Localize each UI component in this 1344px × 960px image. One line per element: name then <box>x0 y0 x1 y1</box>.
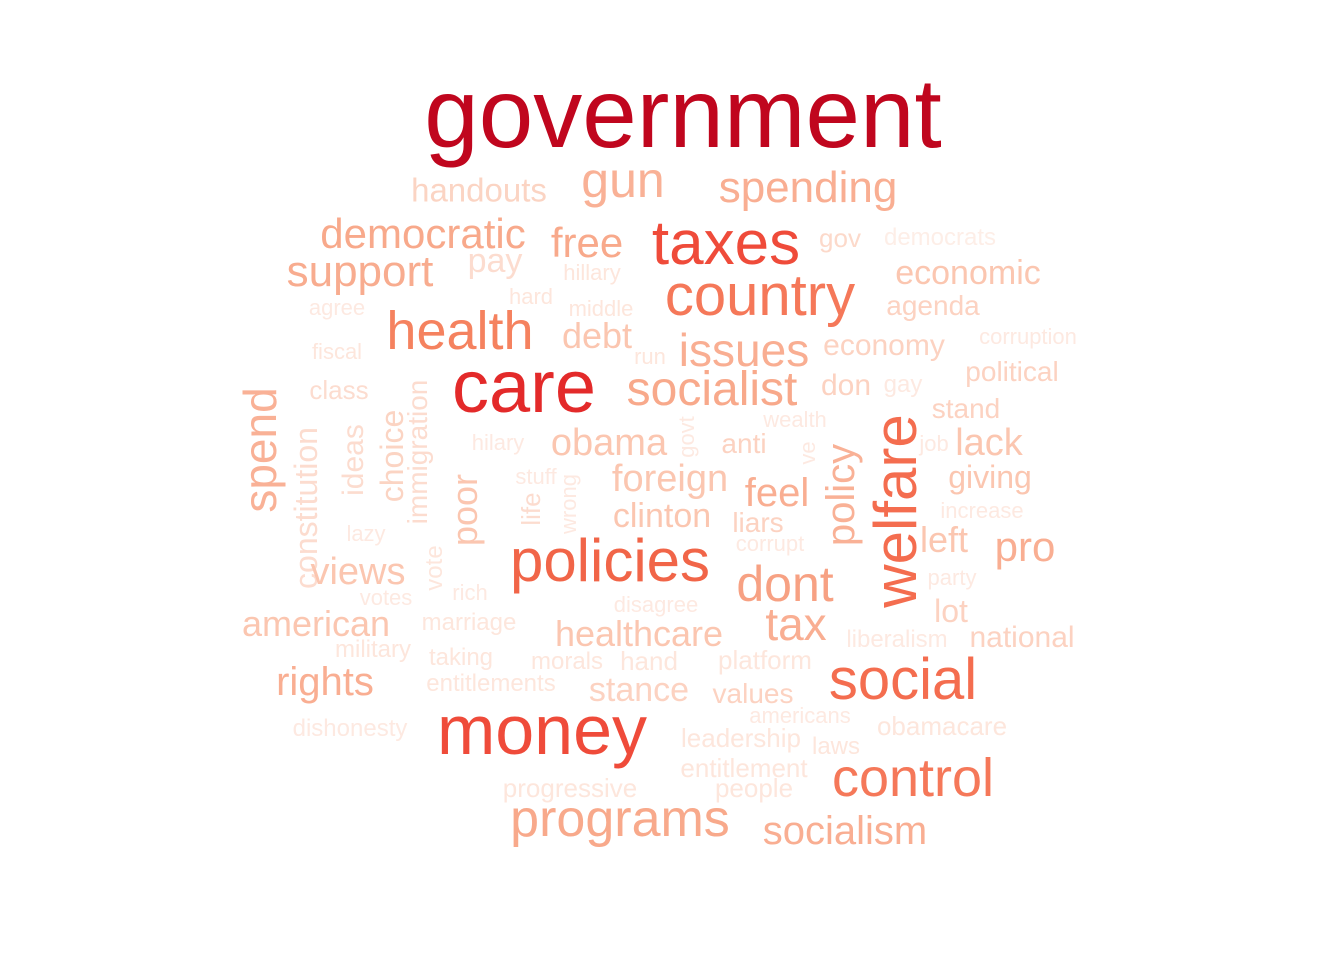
word-left: left <box>919 519 969 560</box>
word-vote: vote <box>421 545 448 591</box>
word-morals: morals <box>530 648 604 675</box>
word-national: national <box>969 621 1075 654</box>
word-corrupt: corrupt <box>735 531 805 556</box>
word-hillary: hillary <box>563 260 621 285</box>
word-healthcare: healthcare <box>554 613 724 654</box>
word-fiscal: fiscal <box>311 339 363 364</box>
word-government: government <box>424 58 942 168</box>
word-people: people <box>714 773 794 803</box>
word-welfare: welfare <box>862 414 929 608</box>
word-hilary: hilary <box>471 430 525 455</box>
word-giving: giving <box>948 459 1032 495</box>
word-foreign: foreign <box>611 458 729 500</box>
word-lazy: lazy <box>346 521 386 546</box>
word-views: views <box>310 551 406 593</box>
word-increase: increase <box>940 498 1024 523</box>
word-american: american <box>241 603 391 644</box>
word-country: country <box>664 263 856 328</box>
word-lack: lack <box>955 422 1023 464</box>
word-ideas: ideas <box>337 424 370 496</box>
word-programs: programs <box>510 790 730 848</box>
word-agenda: agenda <box>886 290 980 321</box>
word-support: support <box>286 247 434 296</box>
word-economy: economy <box>823 329 945 362</box>
word-policies: policies <box>509 527 711 594</box>
word-handouts: handouts <box>411 171 547 209</box>
word-spending: spending <box>718 163 898 212</box>
word-marriage: marriage <box>421 609 517 636</box>
word-money: money <box>436 691 648 769</box>
word-hand: hand <box>620 646 678 676</box>
word-progressive: progressive <box>502 773 638 803</box>
word-gov: gov <box>819 223 861 253</box>
word-entitlements: entitlements <box>426 670 556 697</box>
word-debt: debt <box>561 315 633 356</box>
word-govt: govt <box>674 416 699 458</box>
word-hard: hard <box>508 284 554 309</box>
word-disagree: disagree <box>613 592 699 617</box>
word-pro: pro <box>994 523 1056 570</box>
word-stuff: stuff <box>515 464 557 489</box>
word-dishonesty: dishonesty <box>292 715 408 742</box>
word-values: values <box>712 678 794 709</box>
word-dont: dont <box>736 556 834 612</box>
word-socialist: socialist <box>626 363 798 416</box>
word-feel: feel <box>744 471 810 515</box>
word-social: social <box>828 647 978 712</box>
word-run: run <box>634 344 666 369</box>
word-wrong: wrong <box>556 474 581 534</box>
word-spend: spend <box>234 387 286 513</box>
word-laws: laws <box>811 733 861 760</box>
word-military: military <box>335 636 411 663</box>
word-gun: gun <box>581 152 665 208</box>
word-agree: agree <box>308 295 366 320</box>
word-rights: rights <box>276 660 374 704</box>
word-issues: issues <box>678 324 810 376</box>
word-platform: platform <box>718 645 812 675</box>
word-democrats: democrats <box>883 224 997 251</box>
word-liberalism: liberalism <box>846 626 948 653</box>
word-ve: ve <box>795 441 820 465</box>
word-middle: middle <box>568 296 634 321</box>
word-socialism: socialism <box>762 809 928 853</box>
word-rich: rich <box>452 580 488 605</box>
word-party: party <box>927 565 977 590</box>
word-americans: americans <box>749 703 851 728</box>
word-liars: liars <box>732 507 784 538</box>
word-taxes: taxes <box>651 209 801 278</box>
word-life: life <box>516 492 546 526</box>
word-free: free <box>550 219 624 266</box>
word-economic: economic <box>895 254 1041 292</box>
word-votes: votes <box>359 585 413 610</box>
word-democratic: democratic <box>320 210 526 257</box>
word-care: care <box>452 345 596 428</box>
word-gay: gay <box>883 371 923 398</box>
word-health: health <box>386 301 534 361</box>
word-entitlement: entitlement <box>680 753 808 783</box>
word-job: job <box>919 431 949 456</box>
word-immigration: immigration <box>402 379 433 525</box>
word-taking: taking <box>428 644 494 671</box>
word-policy: policy <box>819 443 863 547</box>
word-corruption: corruption <box>979 324 1077 349</box>
word-class: class <box>309 375 369 405</box>
word-leadership: leadership <box>681 723 801 753</box>
word-wealth: wealth <box>763 407 827 432</box>
word-poor: poor <box>444 473 485 547</box>
word-stand: stand <box>931 393 1001 424</box>
word-political: political <box>965 356 1059 387</box>
word-pay: pay <box>467 242 523 280</box>
word-control: control <box>831 748 995 808</box>
word-obamacare: obamacare <box>876 711 1008 741</box>
word-clinton: clinton <box>612 497 712 535</box>
word-stance: stance <box>588 671 690 709</box>
word-lot: lot <box>934 593 968 629</box>
word-tax: tax <box>765 598 827 650</box>
word-don: don <box>820 369 872 402</box>
word-obama: obama <box>550 422 668 464</box>
word-anti: anti <box>721 428 767 459</box>
